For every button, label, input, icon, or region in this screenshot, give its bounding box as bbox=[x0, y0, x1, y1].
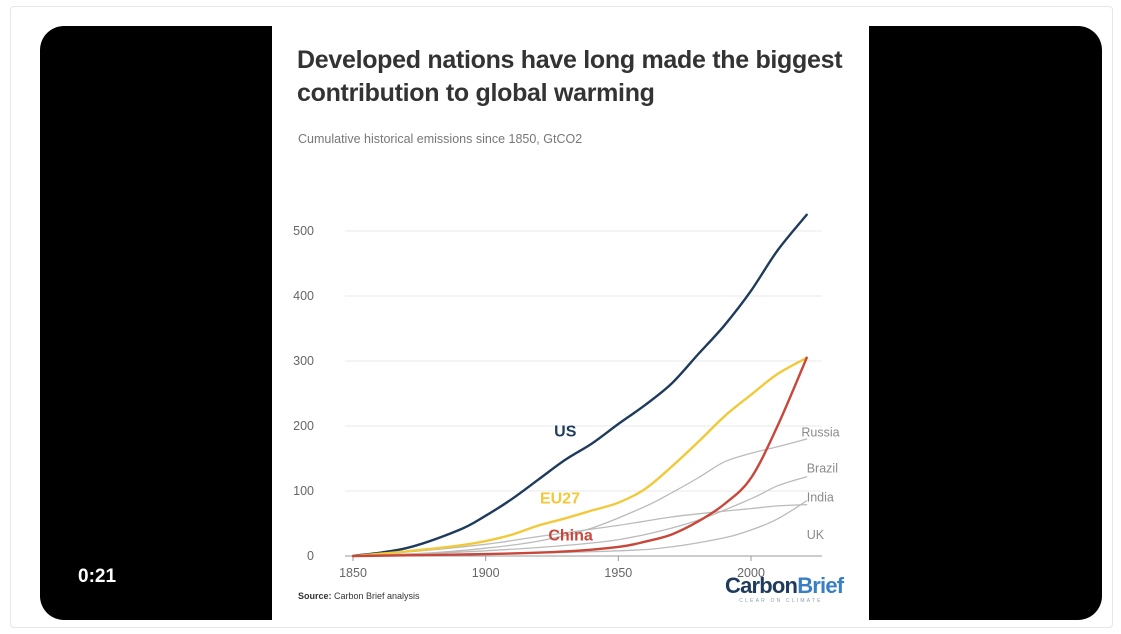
outer-frame bbox=[10, 6, 1113, 628]
series-line-us bbox=[351, 213, 808, 558]
y-tick-label-200: 200 bbox=[293, 419, 314, 433]
carbon-brief-logo: CarbonBrief CLEAR ON CLIMATE bbox=[725, 574, 850, 610]
x-tick-label-1950: 1950 bbox=[604, 566, 632, 580]
y-tick-label-500: 500 bbox=[293, 224, 314, 238]
source-label: Source: bbox=[298, 591, 332, 601]
chart-subtitle: Cumulative historical emissions since 18… bbox=[298, 132, 583, 146]
y-tick-label-0: 0 bbox=[307, 549, 314, 563]
x-tick-label-1850: 1850 bbox=[339, 566, 367, 580]
series-label-india: India bbox=[807, 491, 834, 505]
series-line-russia bbox=[352, 438, 808, 557]
y-tick-label-400: 400 bbox=[293, 289, 314, 303]
series-label-russia: Russia bbox=[801, 426, 839, 440]
series-label-eu27: EU27 bbox=[540, 491, 580, 508]
chart-frame: Developed nations have long made the big… bbox=[272, 26, 869, 620]
series-label-us: US bbox=[554, 424, 577, 441]
series-line-brazil bbox=[352, 476, 808, 557]
source-text: Carbon Brief analysis bbox=[331, 591, 420, 601]
y-tick-label-300: 300 bbox=[293, 354, 314, 368]
series-label-china: China bbox=[548, 528, 593, 545]
y-tick-label-100: 100 bbox=[293, 484, 314, 498]
chart-title: Developed nations have long made the big… bbox=[297, 46, 843, 107]
video-timestamp: 0:21 bbox=[78, 566, 117, 587]
series-label-brazil: Brazil bbox=[807, 461, 838, 475]
series-line-eu27 bbox=[351, 356, 808, 558]
series-line-china bbox=[351, 356, 808, 558]
series-line-uk bbox=[352, 503, 808, 557]
line-chart: 0 100 200 300 400 500 1850 1900 1950 2000 US EU27 Ch… bbox=[293, 213, 840, 580]
video-player[interactable]: Developed nations have long made the big… bbox=[40, 26, 1102, 620]
source-note: Source: Carbon Brief analysis bbox=[298, 591, 420, 601]
logo-part-brief: Brief bbox=[797, 573, 844, 598]
x-tick-label-2000: 2000 bbox=[737, 566, 765, 580]
x-tick-label-1900: 1900 bbox=[472, 566, 500, 580]
series-label-uk: UK bbox=[807, 528, 825, 542]
logo-tagline: CLEAR ON CLIMATE bbox=[739, 598, 823, 604]
logo-part-carbon: Carbon bbox=[725, 573, 798, 598]
